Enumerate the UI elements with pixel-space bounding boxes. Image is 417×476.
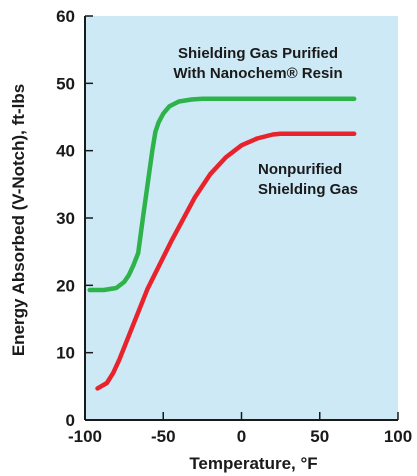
y-tick-label: 10	[56, 344, 75, 363]
series-line-nonpurified	[95, 131, 357, 391]
series-label-line: Nonpurified	[258, 161, 342, 178]
y-tick-label: 0	[66, 411, 75, 430]
x-tick-label: -100	[68, 427, 102, 446]
series-line-purified	[87, 96, 357, 293]
x-tick-label: 0	[237, 427, 246, 446]
x-tick-label: -50	[151, 427, 176, 446]
x-tick-label: 50	[310, 427, 329, 446]
plot-background	[85, 16, 398, 420]
y-tick-label: 60	[56, 7, 75, 26]
y-tick-label: 30	[56, 209, 75, 228]
y-tick-label: 40	[56, 142, 75, 161]
y-axis-title: Energy Absorbed (V-Notch), ft-lbs	[9, 84, 28, 356]
x-tick-label: 100	[384, 427, 412, 446]
y-tick-label: 50	[56, 74, 75, 93]
series-label-line: Shielding Gas Purified	[178, 45, 338, 62]
labels-layer: Shielding Gas Purified With Nanochem® Res…	[173, 45, 358, 198]
series-layer	[87, 96, 357, 391]
series-label-purified: Shielding Gas Purified With Nanochem® Res…	[173, 45, 342, 82]
ticks-layer: 0 10 20 30 40 50 60 -100 -50 0 50 100	[56, 7, 412, 446]
series-label-line: With Nanochem® Resin	[173, 65, 342, 82]
series-label-nonpurified: Nonpurified Shielding Gas	[258, 161, 358, 198]
y-tick-label: 20	[56, 276, 75, 295]
x-axis-title: Temperature, °F	[189, 454, 317, 473]
series-label-line: Shielding Gas	[258, 181, 358, 198]
